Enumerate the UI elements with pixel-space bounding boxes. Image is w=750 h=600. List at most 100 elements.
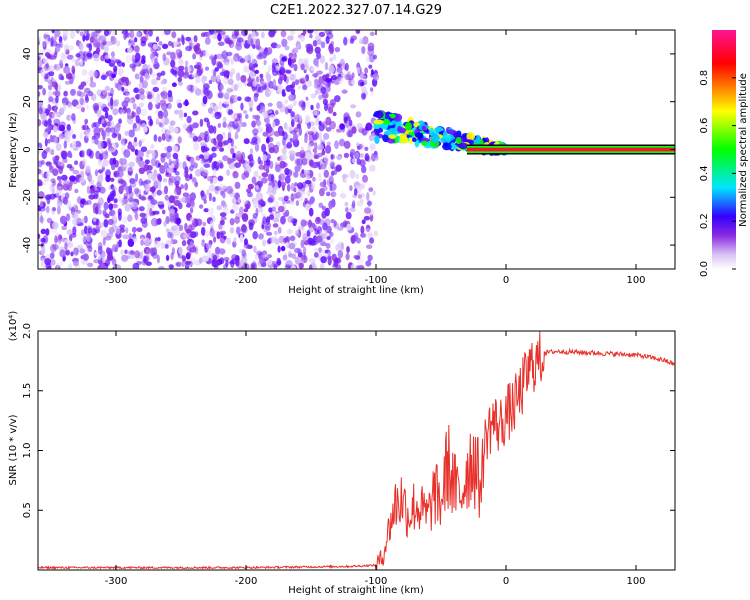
heatmap-cell: [288, 253, 294, 258]
heatmap-cell: [117, 208, 122, 216]
heatmap-cell: [136, 106, 142, 115]
heatmap-cell: [248, 222, 254, 231]
heatmap-cell: [38, 191, 45, 200]
heatmap-cell: [298, 262, 304, 269]
heatmap-cell: [408, 138, 413, 144]
heatmap-cell: [98, 127, 104, 132]
heatmap-cell: [345, 207, 349, 213]
heatmap-cell: [202, 221, 207, 227]
heatmap-cell: [209, 220, 214, 229]
heatmap-cell: [40, 255, 46, 262]
heatmap-cell: [315, 63, 320, 68]
heatmap-cell: [166, 145, 173, 153]
heatmap-cell: [247, 183, 254, 190]
heatmap-cell: [158, 41, 163, 46]
heatmap-cell: [67, 103, 72, 109]
heatmap-cell: [150, 143, 155, 149]
heatmap-cell: [277, 84, 283, 91]
heatmap-cell: [144, 237, 151, 247]
heatmap-cell: [232, 197, 236, 205]
heatmap-cell: [52, 187, 56, 195]
heatmap-cell: [351, 126, 357, 134]
heatmap-cell: [209, 228, 215, 237]
heatmap-cell: [97, 169, 103, 174]
heatmap-cell: [156, 173, 161, 180]
heatmap-cell: [47, 118, 52, 126]
heatmap-cell: [85, 199, 92, 205]
heatmap-cell: [193, 35, 198, 43]
heatmap-cell: [76, 244, 83, 250]
heatmap-cell: [284, 264, 292, 269]
heatmap-cell: [303, 240, 310, 246]
heatmap-cell: [101, 119, 105, 124]
heatmap-cell: [289, 235, 296, 242]
heatmap-cell: [355, 152, 359, 159]
figure-title: C2E1.2022.327.07.14.G29: [270, 3, 442, 18]
heatmap-cell: [61, 150, 68, 160]
heatmap-cell: [307, 30, 314, 34]
heatmap-cell: [93, 53, 100, 59]
heatmap-cell: [220, 216, 227, 221]
heatmap-cell: [217, 92, 223, 99]
heatmap-cell: [137, 123, 141, 129]
heatmap-cell: [286, 142, 293, 149]
heatmap-cell: [209, 55, 215, 60]
heatmap-cell: [310, 66, 315, 72]
heatmap-cell: [69, 180, 73, 187]
heatmap-cell: [305, 152, 311, 160]
heatmap-cell: [127, 39, 135, 47]
heatmap-cell: [55, 265, 60, 269]
heatmap-cell: [87, 91, 94, 97]
heatmap-cell: [359, 71, 365, 79]
heatmap-cell: [258, 256, 264, 265]
heatmap-cell: [222, 155, 229, 162]
heatmap-cell: [236, 37, 244, 43]
heatmap-cell: [251, 120, 256, 128]
heatmap-cell: [50, 40, 58, 47]
heatmap-cell: [364, 67, 369, 74]
heatmap-cell: [133, 87, 139, 94]
heatmap-cell: [265, 159, 271, 166]
heatmap-cell: [60, 174, 68, 181]
heatmap-cell: [49, 252, 55, 259]
heatmap-cell: [184, 71, 189, 77]
heatmap-cell: [307, 200, 314, 205]
heatmap-cell: [270, 174, 275, 183]
heatmap-cell: [147, 165, 153, 171]
heatmap-cell: [313, 30, 319, 34]
heatmap-cell: [248, 62, 253, 71]
heatmap-cell: [38, 99, 44, 108]
heatmap-cell: [244, 263, 250, 269]
heatmap-cell: [42, 235, 49, 244]
heatmap-cell: [206, 119, 210, 128]
heatmap-cell: [369, 237, 375, 244]
heatmap-cell: [323, 132, 330, 140]
heatmap-cell: [175, 48, 182, 56]
heatmap-cell: [305, 180, 312, 185]
heatmap-cell: [141, 180, 145, 186]
heatmap-cell: [321, 266, 325, 269]
heatmap-cell: [118, 107, 123, 114]
heatmap-cell: [162, 178, 168, 183]
heatmap-cell: [232, 203, 239, 212]
heatmap-cell: [191, 176, 197, 183]
heatmap-cell: [93, 70, 98, 78]
heatmap-cell: [111, 73, 116, 79]
heatmap-cell: [101, 120, 107, 128]
heatmap-cell: [332, 53, 337, 61]
heatmap-cell: [227, 87, 231, 95]
heatmap-cell: [65, 133, 72, 138]
heatmap-cell: [307, 143, 312, 152]
heatmap-cell: [254, 114, 261, 121]
heatmap-cell: [53, 118, 61, 126]
heatmap-cell: [138, 102, 145, 108]
heatmap-cell: [325, 127, 332, 132]
heatmap-cell: [355, 265, 361, 269]
heatmap-cell: [171, 225, 178, 231]
snr-series-line: [38, 331, 675, 570]
heatmap-cell: [368, 64, 373, 69]
heatmap-cell: [328, 200, 333, 210]
heatmap-cell: [309, 33, 313, 39]
heatmap-cell: [138, 167, 145, 175]
heatmap-cell: [336, 128, 342, 133]
